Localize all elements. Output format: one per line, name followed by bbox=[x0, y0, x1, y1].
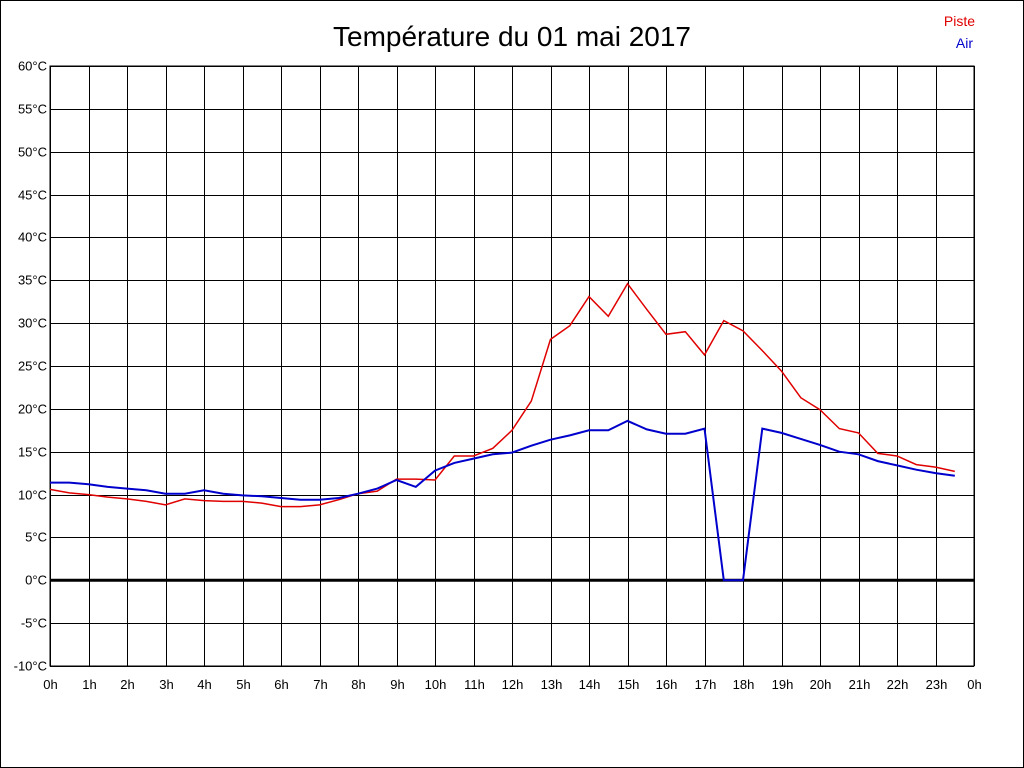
x-tick-label: 13h bbox=[541, 677, 563, 692]
series-line-air bbox=[50, 419, 955, 582]
x-tick-label: 0h bbox=[43, 677, 57, 692]
legend-entry-air: Air bbox=[956, 35, 973, 51]
x-tick-label: 2h bbox=[120, 677, 134, 692]
x-tick-label: 8h bbox=[351, 677, 365, 692]
x-tick-label: 15h bbox=[618, 677, 640, 692]
y-tick-label: 25°C bbox=[18, 359, 47, 374]
series-lines bbox=[49, 282, 955, 582]
x-tick-label: 5h bbox=[236, 677, 250, 692]
grid bbox=[49, 65, 975, 667]
y-tick-label: 15°C bbox=[18, 445, 47, 460]
chart-title: Température du 01 mai 2017 bbox=[333, 21, 691, 52]
y-tick-label: 50°C bbox=[18, 145, 47, 160]
x-tick-label: 19h bbox=[772, 677, 794, 692]
x-tick-label: 1h bbox=[82, 677, 96, 692]
x-tick-label: 14h bbox=[579, 677, 601, 692]
y-tick-label: -5°C bbox=[21, 616, 47, 631]
y-tick-label: 0°C bbox=[25, 573, 47, 588]
y-tick-label: 55°C bbox=[18, 102, 47, 117]
x-tick-label: 18h bbox=[733, 677, 755, 692]
x-tick-label: 16h bbox=[656, 677, 678, 692]
y-tick-label: 30°C bbox=[18, 316, 47, 331]
y-tick-label: 5°C bbox=[25, 530, 47, 545]
x-tick-label: 0h bbox=[967, 677, 981, 692]
x-tick-label: 10h bbox=[425, 677, 447, 692]
x-tick-label: 23h bbox=[926, 677, 948, 692]
x-tick-label: 6h bbox=[274, 677, 288, 692]
y-tick-label: 40°C bbox=[18, 230, 47, 245]
y-tick-label: 35°C bbox=[18, 273, 47, 288]
x-tick-label: 12h bbox=[502, 677, 524, 692]
y-tick-label: 45°C bbox=[18, 188, 47, 203]
x-tick-label: 20h bbox=[810, 677, 832, 692]
legend-entry-piste: Piste bbox=[944, 13, 975, 29]
x-axis-ticks: 0h 1h 2h 3h 4h 5h 6h 7h 8h 9h 10h 11h 12h 13h 14h 15h 16… bbox=[43, 677, 981, 692]
y-tick-label: 20°C bbox=[18, 402, 47, 417]
x-tick-label: 11h bbox=[464, 677, 485, 692]
x-tick-label: 3h bbox=[159, 677, 173, 692]
y-axis-ticks: -10°C -5°C 0°C 5°C 10°C 15°C 20°C 25°C 30°C 35°C 4… bbox=[14, 59, 47, 674]
x-tick-label: 21h bbox=[849, 677, 871, 692]
y-tick-label: 10°C bbox=[18, 488, 47, 503]
x-tick-label: 7h bbox=[313, 677, 327, 692]
x-tick-label: 22h bbox=[887, 677, 909, 692]
x-tick-label: 9h bbox=[390, 677, 404, 692]
x-tick-label: 4h bbox=[197, 677, 211, 692]
y-tick-label: 60°C bbox=[18, 59, 47, 74]
series-line-piste bbox=[49, 282, 955, 508]
x-tick-label: 17h bbox=[695, 677, 717, 692]
y-tick-label: -10°C bbox=[14, 659, 47, 674]
